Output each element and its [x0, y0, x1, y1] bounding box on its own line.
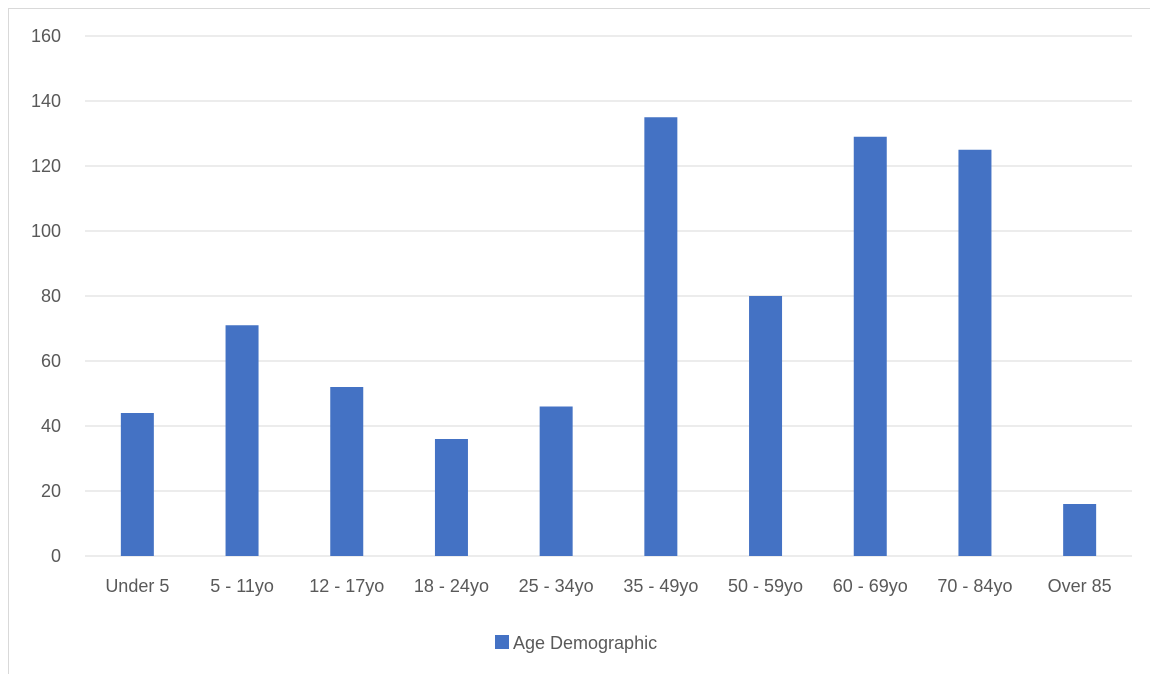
bar-5 [644, 117, 678, 556]
bar-9 [1063, 504, 1097, 556]
bar-6 [749, 296, 783, 556]
y-tick-label-60: 60 [41, 351, 61, 371]
x-axis-tick-labels: Under 5 5 - 11yo 12 - 17yo 18 - 24yo 25 - 34… [105, 576, 1111, 596]
x-tick-label-5: 35 - 49yo [623, 576, 698, 596]
x-tick-label-7: 60 - 69yo [833, 576, 908, 596]
chart-frame: 0 20 40 60 80 100 120 140 160 Under 5 5 - 11yo 12 … [8, 8, 1150, 674]
x-tick-label-9: Over 85 [1048, 576, 1112, 596]
legend: Age Demographic [495, 633, 657, 653]
y-tick-label-80: 80 [41, 286, 61, 306]
bar-7 [853, 136, 887, 556]
y-tick-label-0: 0 [51, 546, 61, 566]
x-tick-label-0: Under 5 [105, 576, 169, 596]
x-tick-label-2: 12 - 17yo [309, 576, 384, 596]
y-tick-label-100: 100 [31, 221, 61, 241]
bar-0 [120, 413, 154, 556]
bar-1 [225, 325, 259, 556]
y-tick-label-20: 20 [41, 481, 61, 501]
bar-2 [330, 387, 364, 556]
x-tick-label-6: 50 - 59yo [728, 576, 803, 596]
y-tick-label-40: 40 [41, 416, 61, 436]
bar-4 [539, 406, 573, 556]
y-tick-label-140: 140 [31, 91, 61, 111]
y-tick-label-120: 120 [31, 156, 61, 176]
legend-swatch [495, 635, 509, 649]
x-tick-label-3: 18 - 24yo [414, 576, 489, 596]
legend-label-age-demographic: Age Demographic [513, 633, 657, 653]
y-axis-tick-labels: 0 20 40 60 80 100 120 140 160 [31, 26, 61, 566]
gridlines [85, 35, 1132, 557]
x-tick-label-4: 25 - 34yo [519, 576, 594, 596]
bar-3 [434, 439, 468, 556]
bar-chart: 0 20 40 60 80 100 120 140 160 Under 5 5 - 11yo 12 … [31, 26, 1132, 653]
bar-8 [958, 149, 992, 556]
y-tick-label-160: 160 [31, 26, 61, 46]
x-tick-label-1: 5 - 11yo [210, 576, 274, 596]
x-tick-label-8: 70 - 84yo [937, 576, 1012, 596]
bars [120, 117, 1097, 556]
